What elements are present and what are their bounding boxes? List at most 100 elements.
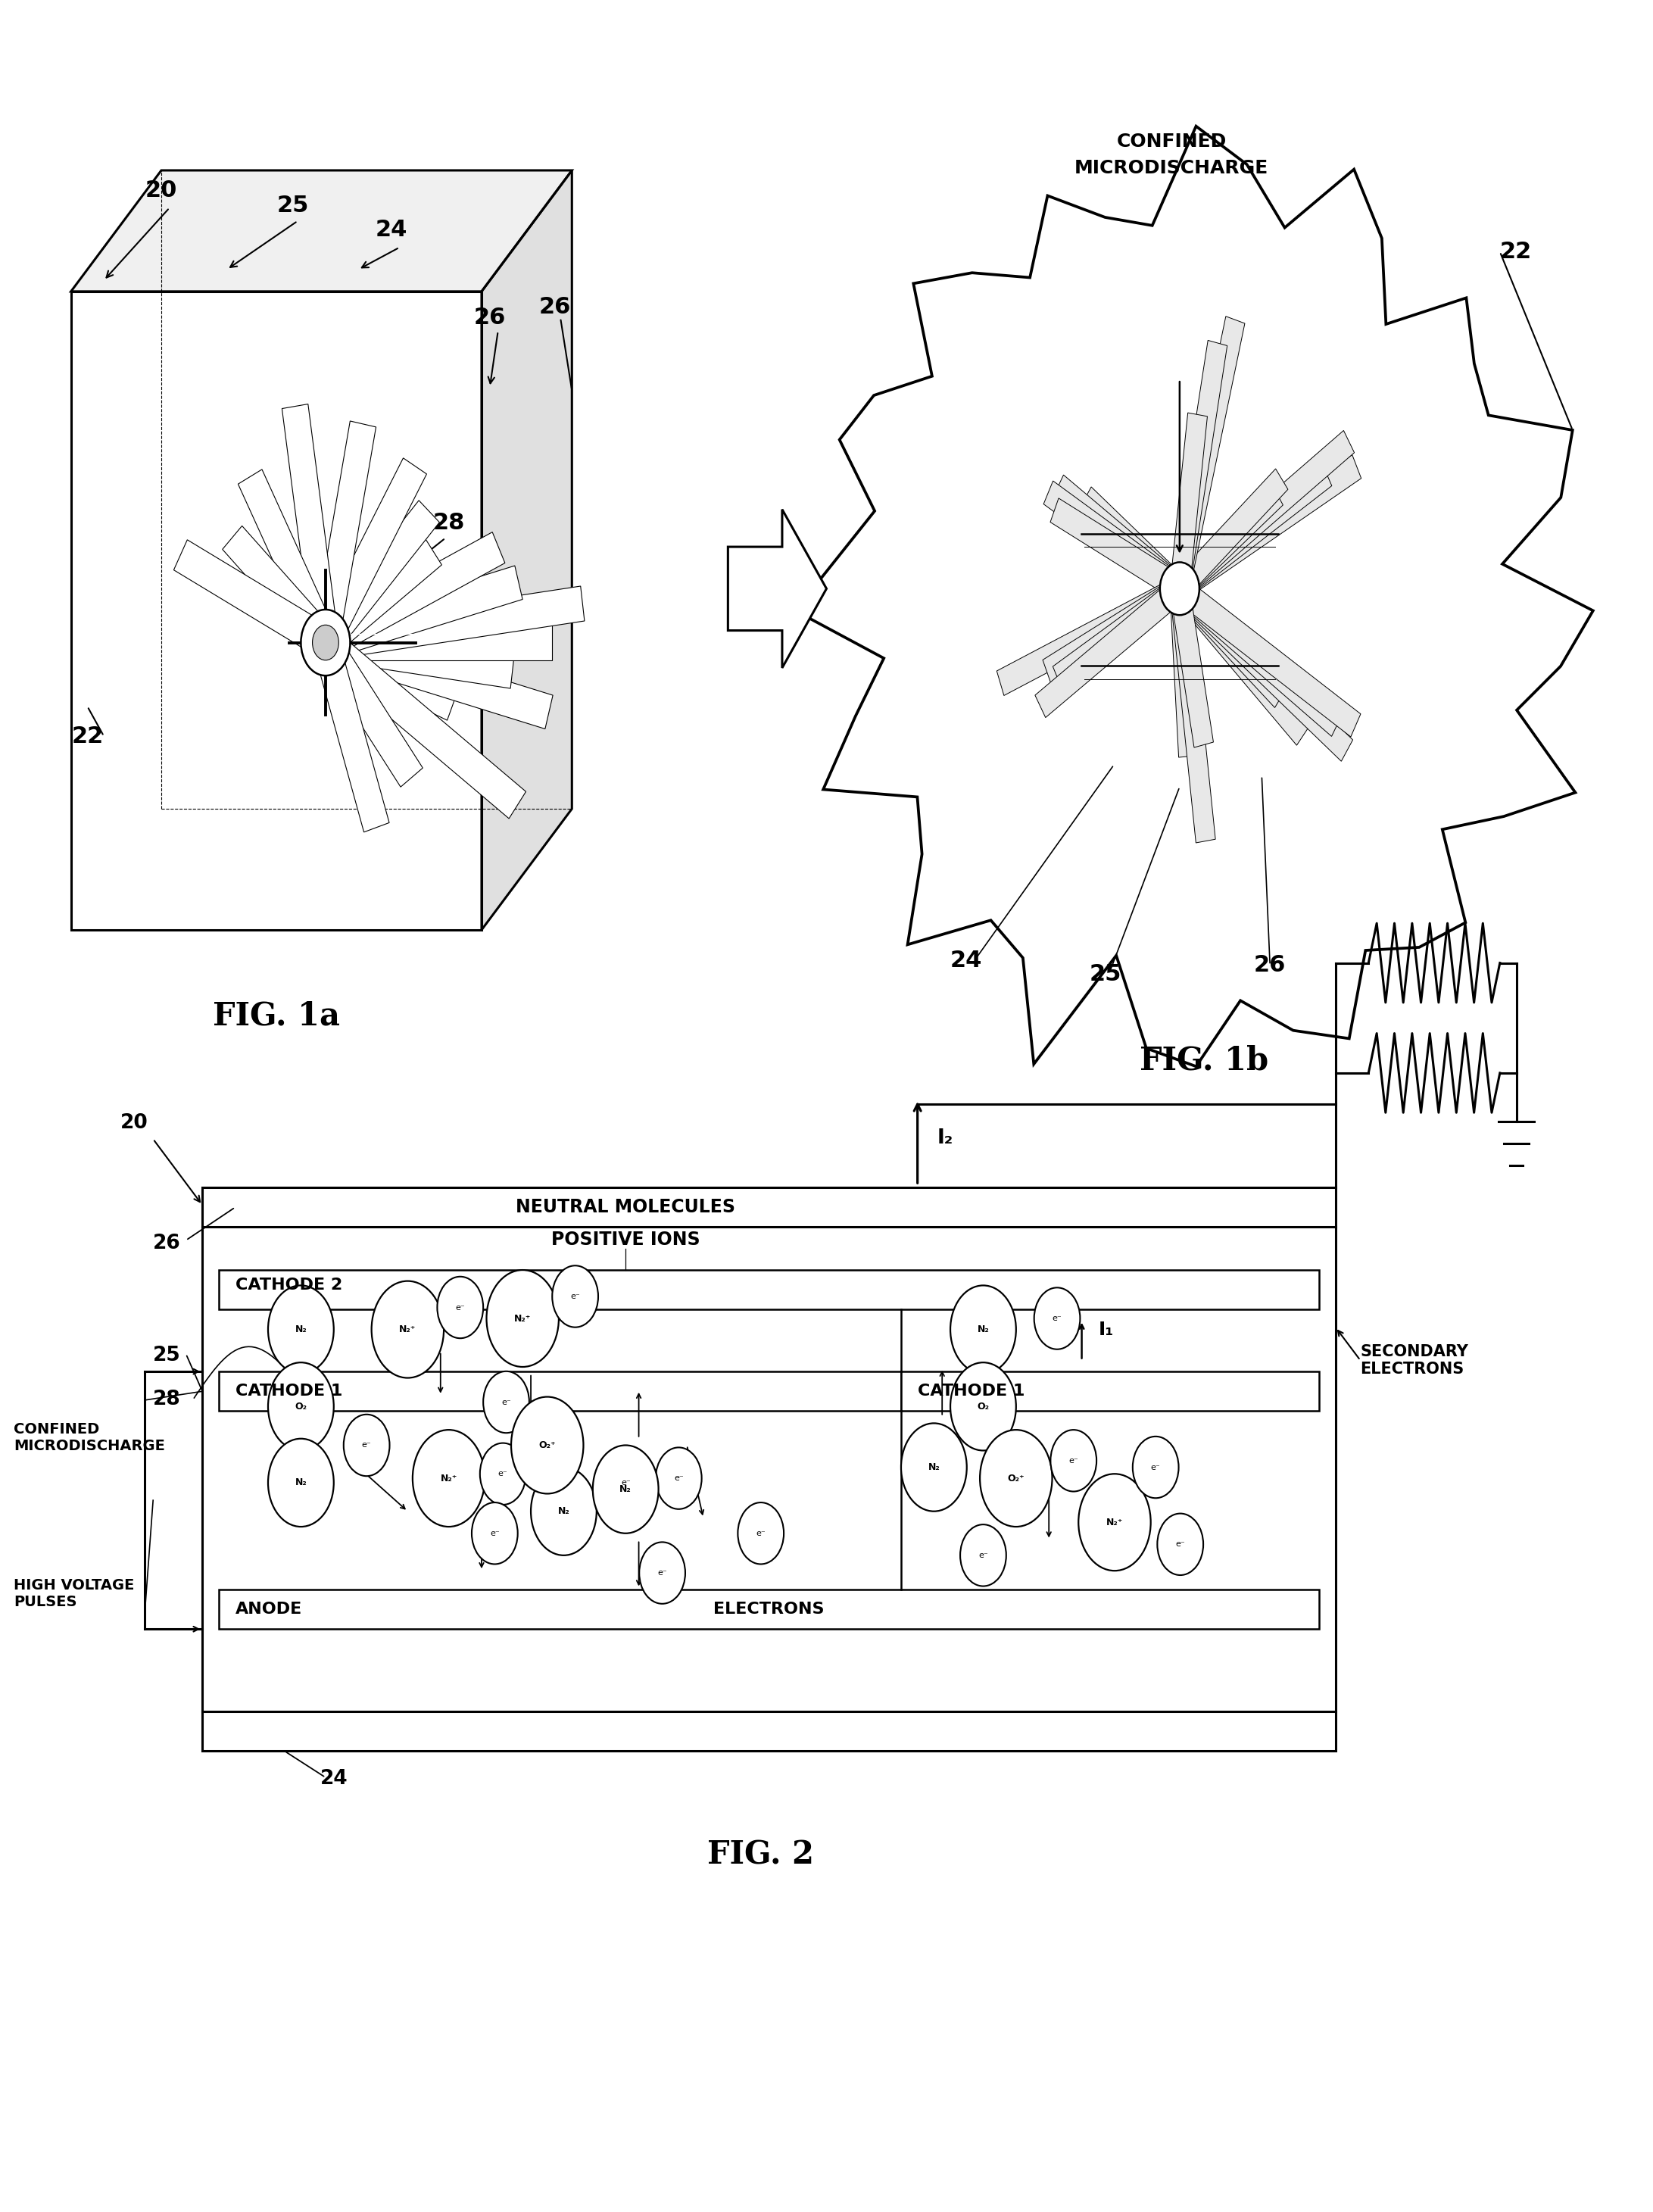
Circle shape — [1051, 1429, 1096, 1491]
Text: 28: 28 — [433, 511, 464, 533]
Circle shape — [483, 1371, 529, 1433]
Polygon shape — [312, 420, 375, 646]
Circle shape — [486, 1270, 559, 1367]
Text: ANODE: ANODE — [235, 1601, 302, 1617]
Text: 20: 20 — [121, 1113, 149, 1133]
Text: 26: 26 — [539, 296, 572, 319]
Circle shape — [511, 1396, 584, 1493]
Polygon shape — [1170, 414, 1207, 591]
Polygon shape — [1175, 462, 1332, 599]
Polygon shape — [1174, 469, 1288, 599]
Circle shape — [413, 1429, 484, 1526]
Text: 20: 20 — [145, 179, 177, 201]
Text: e⁻: e⁻ — [755, 1528, 765, 1537]
Text: 28: 28 — [154, 1389, 180, 1409]
Text: 26: 26 — [1255, 953, 1286, 975]
Text: CONFINED: CONFINED — [1116, 133, 1227, 150]
Text: N₂: N₂ — [294, 1478, 307, 1489]
Text: FIG. 1b: FIG. 1b — [1141, 1044, 1270, 1077]
Polygon shape — [901, 1371, 1319, 1411]
Polygon shape — [314, 458, 426, 650]
Text: 25: 25 — [154, 1345, 180, 1365]
Circle shape — [372, 1281, 443, 1378]
Text: N₂⁺: N₂⁺ — [514, 1314, 531, 1323]
Polygon shape — [1170, 586, 1215, 843]
Text: 26: 26 — [154, 1234, 180, 1254]
Polygon shape — [312, 637, 388, 832]
Text: CONFINED
MICRODISCHARGE: CONFINED MICRODISCHARGE — [13, 1422, 165, 1453]
Text: CATHODE 1: CATHODE 1 — [917, 1385, 1025, 1398]
Polygon shape — [316, 500, 440, 653]
Circle shape — [1160, 562, 1200, 615]
Text: 25: 25 — [276, 195, 309, 217]
Polygon shape — [1079, 487, 1185, 599]
Polygon shape — [324, 586, 585, 659]
Text: N₂⁺: N₂⁺ — [1106, 1517, 1122, 1526]
Text: O₂⁺: O₂⁺ — [539, 1440, 555, 1451]
Polygon shape — [238, 469, 337, 650]
Text: e⁻: e⁻ — [1175, 1540, 1185, 1548]
Polygon shape — [1053, 577, 1184, 690]
Text: CATHODE 1: CATHODE 1 — [235, 1385, 342, 1398]
Polygon shape — [1170, 316, 1245, 593]
Circle shape — [1035, 1287, 1079, 1349]
Polygon shape — [1043, 577, 1184, 684]
Polygon shape — [326, 626, 552, 659]
Circle shape — [531, 1467, 597, 1555]
Polygon shape — [317, 628, 526, 818]
Text: I₂: I₂ — [937, 1128, 954, 1148]
Text: e⁻: e⁻ — [501, 1398, 511, 1407]
Text: FIG. 1a: FIG. 1a — [213, 1000, 341, 1033]
Polygon shape — [1174, 431, 1354, 599]
Polygon shape — [319, 533, 504, 657]
Text: ELECTRONS: ELECTRONS — [714, 1601, 825, 1617]
Circle shape — [1132, 1436, 1179, 1498]
Circle shape — [737, 1502, 784, 1564]
Polygon shape — [481, 170, 572, 929]
Text: FIG. 2: FIG. 2 — [707, 1838, 815, 1871]
Circle shape — [640, 1542, 686, 1604]
Polygon shape — [218, 1270, 1319, 1310]
Text: N₂: N₂ — [557, 1506, 570, 1515]
Text: SECONDARY
ELECTRONS: SECONDARY ELECTRONS — [1360, 1345, 1468, 1376]
Polygon shape — [1043, 480, 1184, 599]
Polygon shape — [314, 633, 423, 787]
Text: N₂: N₂ — [927, 1462, 941, 1473]
Polygon shape — [1174, 484, 1283, 599]
Polygon shape — [218, 1371, 901, 1411]
Text: e⁻: e⁻ — [1053, 1314, 1061, 1323]
Polygon shape — [1170, 341, 1227, 591]
Circle shape — [656, 1447, 701, 1509]
Polygon shape — [1175, 456, 1360, 599]
Text: N₂⁺: N₂⁺ — [440, 1473, 458, 1484]
Text: e⁻: e⁻ — [674, 1475, 683, 1482]
Text: 25: 25 — [1089, 962, 1122, 984]
Text: POSITIVE IONS: POSITIVE IONS — [550, 1230, 701, 1250]
Polygon shape — [1170, 588, 1198, 757]
Polygon shape — [1174, 580, 1309, 745]
Text: N₂: N₂ — [294, 1325, 307, 1334]
Circle shape — [268, 1438, 334, 1526]
Circle shape — [593, 1444, 658, 1533]
Text: I₁: I₁ — [1098, 1321, 1114, 1338]
Circle shape — [268, 1363, 334, 1451]
Text: HIGH VOLTAGE
PULSES: HIGH VOLTAGE PULSES — [13, 1579, 134, 1610]
Text: e⁻: e⁻ — [489, 1528, 499, 1537]
Text: O₂: O₂ — [294, 1402, 307, 1411]
Text: 22: 22 — [71, 726, 104, 748]
Text: 24: 24 — [321, 1770, 347, 1790]
Text: N₂: N₂ — [977, 1325, 988, 1334]
Polygon shape — [319, 626, 458, 721]
Polygon shape — [1174, 577, 1288, 708]
Polygon shape — [218, 1590, 1319, 1628]
Circle shape — [438, 1276, 483, 1338]
Text: e⁻: e⁻ — [622, 1480, 631, 1486]
Text: N₂: N₂ — [620, 1484, 631, 1493]
Text: e⁻: e⁻ — [658, 1568, 668, 1577]
Text: e⁻: e⁻ — [455, 1303, 464, 1312]
Text: e⁻: e⁻ — [498, 1471, 507, 1478]
Polygon shape — [1053, 476, 1185, 599]
Text: O₂⁺: O₂⁺ — [1007, 1473, 1025, 1484]
Circle shape — [471, 1502, 517, 1564]
Polygon shape — [997, 577, 1184, 695]
